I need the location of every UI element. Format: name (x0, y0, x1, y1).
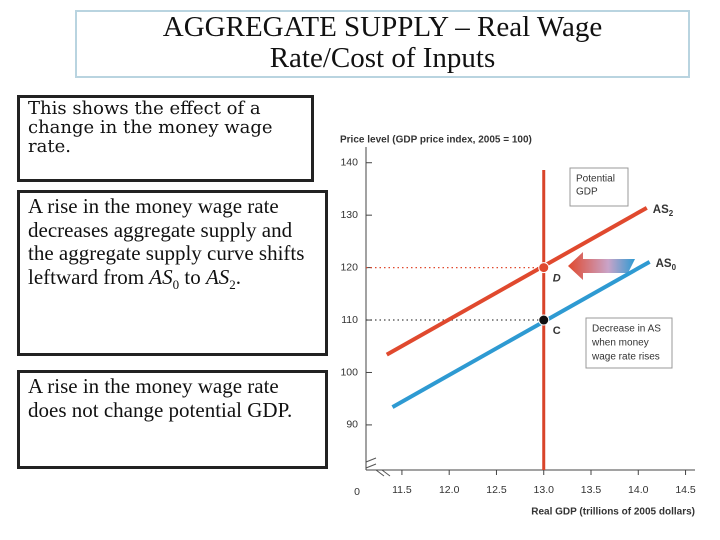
origin-label: 0 (354, 486, 360, 498)
x-axis-label: Real GDP (trillions of 2005 dollars) (531, 507, 695, 518)
annotation-text: wage rate rises (591, 352, 660, 363)
annotation-text: Decrease in AS (592, 324, 661, 335)
series-name: AS (653, 204, 669, 216)
text: 2 (229, 276, 236, 292)
x-tick-label: 14.0 (628, 484, 649, 496)
point-label: C (553, 325, 561, 337)
supply-curve (385, 206, 648, 357)
series-name: AS (656, 258, 672, 270)
title-line: AGGREGATE SUPPLY – Real Wage (162, 11, 603, 43)
series-subscript: 0 (672, 263, 677, 272)
point-label: D (553, 273, 561, 285)
text: AS (205, 264, 230, 289)
x-tick-label: 11.5 (392, 484, 412, 496)
text: AS (149, 264, 173, 289)
annotation-text: when money (591, 338, 649, 349)
text: A rise in the money wage rate does not c… (28, 374, 293, 422)
y-tick-label: 110 (341, 314, 358, 326)
x-tick-label: 13.5 (581, 484, 602, 496)
text-box: A rise in the money wage rate decreases … (17, 190, 328, 356)
slide-title: AGGREGATE SUPPLY – Real Wage Rate/Cost o… (75, 10, 690, 78)
series-label: AS0 (656, 258, 677, 272)
equilibrium-point (538, 262, 550, 274)
y-axis-label: Price level (GDP price index, 2005 = 100… (340, 135, 532, 146)
text: . (235, 264, 242, 289)
axis-break (365, 457, 391, 477)
series-subscript: 2 (669, 209, 674, 218)
x-tick-label: 12.0 (439, 484, 460, 496)
potential-gdp-label: Potential (576, 174, 615, 185)
y-tick-label: 100 (340, 366, 358, 378)
y-tick-label: 90 (346, 419, 358, 431)
supply-curve (391, 260, 651, 409)
y-tick-label: 140 (340, 157, 358, 169)
annotation-box (569, 167, 629, 207)
y-tick-label: 120 (340, 261, 358, 273)
text: This shows the effect of a change in the… (28, 98, 273, 157)
x-tick-label: 14.5 (675, 484, 696, 496)
title-line: Rate/Cost of Inputs (269, 42, 496, 74)
x-tick-label: 12.5 (486, 484, 507, 496)
text: to (179, 264, 206, 289)
x-tick-label: 13.0 (534, 484, 555, 496)
shift-arrow (568, 252, 635, 280)
text-box: This shows the effect of a change in the… (17, 95, 314, 182)
text: A rise in the money wage rate decreases … (28, 194, 305, 289)
y-tick-label: 130 (340, 209, 358, 221)
series-label: AS2 (653, 204, 674, 218)
equilibrium-point (538, 314, 550, 326)
text-box: A rise in the money wage rate does not c… (17, 370, 328, 469)
annotation-box (585, 317, 673, 369)
text: 0 (172, 276, 180, 292)
potential-gdp-label: GDP (576, 187, 598, 198)
